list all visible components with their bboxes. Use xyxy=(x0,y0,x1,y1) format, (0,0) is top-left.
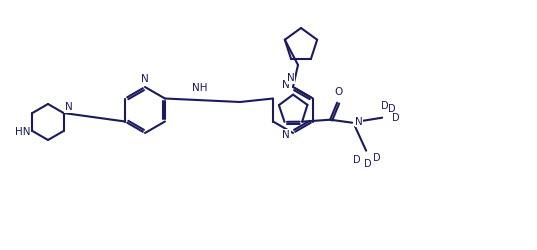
Text: O: O xyxy=(334,87,342,97)
Text: D: D xyxy=(381,101,389,111)
Text: N: N xyxy=(141,74,149,84)
Text: D: D xyxy=(353,155,361,165)
Text: HN: HN xyxy=(15,127,31,137)
Text: N: N xyxy=(282,80,290,90)
Text: D: D xyxy=(393,113,400,123)
Text: N: N xyxy=(64,102,72,112)
Text: D: D xyxy=(388,104,396,114)
Text: NH: NH xyxy=(192,83,207,93)
Text: D: D xyxy=(373,153,381,163)
Text: N: N xyxy=(282,130,290,140)
Text: N: N xyxy=(355,117,363,127)
Text: N: N xyxy=(287,73,295,83)
Text: D: D xyxy=(364,159,372,169)
